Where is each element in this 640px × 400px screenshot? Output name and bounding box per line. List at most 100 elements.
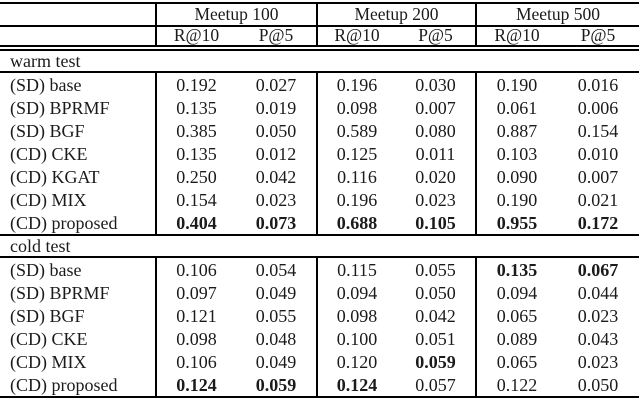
value-cell: 0.121 xyxy=(155,304,236,327)
value-cell: 0.097 xyxy=(155,281,236,304)
value-cell: 0.887 xyxy=(475,119,557,142)
value-cell: 0.016 xyxy=(577,74,619,95)
dataset-header-row: Meetup 100 Meetup 200 Meetup 500 xyxy=(0,3,639,27)
value-cell: 0.049 xyxy=(255,351,297,372)
value-cell: 0.404 xyxy=(155,211,236,236)
value-cell: 0.120 xyxy=(316,350,396,373)
row-label: (SD) BPRMF xyxy=(10,282,110,303)
table-row: (SD) base 0.192 0.027 0.196 0.030 0.190 … xyxy=(0,72,639,96)
value-cell: 0.098 xyxy=(316,96,396,119)
dataset-header-meetup-100: Meetup 100 xyxy=(155,3,317,27)
value-cell: 0.094 xyxy=(475,281,557,304)
table-row: (SD) BGF 0.121 0.055 0.098 0.042 0.065 0… xyxy=(0,304,639,327)
value-cell: 0.050 xyxy=(415,282,456,303)
value-cell: 0.007 xyxy=(415,97,456,118)
value-cell: 0.057 xyxy=(396,373,476,398)
value-cell: 0.043 xyxy=(577,328,619,349)
value-cell: 0.050 xyxy=(255,120,297,141)
value-cell: 0.065 xyxy=(475,350,557,373)
value-cell: 0.090 xyxy=(475,165,557,188)
value-cell: 0.023 xyxy=(577,305,619,326)
value-cell: 0.061 xyxy=(475,96,557,119)
section-row-cold-test: cold test xyxy=(0,234,639,258)
value-cell: 0.122 xyxy=(475,373,557,398)
value-cell: 0.385 xyxy=(155,119,236,142)
row-label: (CD) MIX xyxy=(10,189,87,210)
value-cell: 0.589 xyxy=(316,119,396,142)
value-cell: 0.172 xyxy=(557,211,639,236)
value-cell: 0.042 xyxy=(255,166,297,187)
row-label: (CD) CKE xyxy=(10,143,88,164)
value-cell: 0.103 xyxy=(475,142,557,165)
value-cell: 0.051 xyxy=(415,328,456,349)
row-label: (SD) BGF xyxy=(10,305,85,326)
value-cell: 0.021 xyxy=(577,189,619,210)
value-cell: 0.135 xyxy=(155,96,236,119)
value-cell: 0.010 xyxy=(577,143,619,164)
value-cell: 0.106 xyxy=(155,257,236,281)
table-row: (CD) proposed 0.404 0.073 0.688 0.105 0.… xyxy=(0,211,639,236)
table-row: (CD) KGAT 0.250 0.042 0.116 0.020 0.090 … xyxy=(0,165,639,188)
row-label: (CD) proposed xyxy=(0,211,156,236)
value-cell: 0.124 xyxy=(155,373,236,398)
value-cell: 0.190 xyxy=(475,188,557,211)
value-cell: 0.023 xyxy=(415,189,456,210)
value-cell: 0.116 xyxy=(316,165,396,188)
row-label: (CD) CKE xyxy=(10,328,88,349)
value-cell: 0.105 xyxy=(396,211,476,236)
metric-header: P@5 xyxy=(396,26,476,51)
table-row: (CD) CKE 0.098 0.048 0.100 0.051 0.089 0… xyxy=(0,327,639,350)
section-label: warm test xyxy=(0,47,639,73)
metric-header: P@5 xyxy=(236,26,317,51)
value-cell: 0.020 xyxy=(415,166,456,187)
row-label: (SD) BPRMF xyxy=(10,97,110,118)
value-cell: 0.050 xyxy=(557,373,639,398)
value-cell: 0.030 xyxy=(415,74,456,95)
section-row-warm-test: warm test xyxy=(0,47,639,73)
table-row: (SD) base 0.106 0.054 0.115 0.055 0.135 … xyxy=(0,257,639,281)
metric-header: P@5 xyxy=(557,26,639,51)
table-row: (SD) BPRMF 0.135 0.019 0.098 0.007 0.061… xyxy=(0,96,639,119)
value-cell: 0.196 xyxy=(316,188,396,211)
value-cell: 0.065 xyxy=(475,304,557,327)
dataset-header-meetup-500: Meetup 500 xyxy=(475,3,639,27)
value-cell: 0.044 xyxy=(577,282,619,303)
value-cell: 0.688 xyxy=(316,211,396,236)
value-cell: 0.049 xyxy=(255,282,297,303)
row-label: (SD) base xyxy=(10,259,82,280)
value-cell: 0.154 xyxy=(577,120,619,141)
value-cell: 0.055 xyxy=(255,305,297,326)
value-cell: 0.089 xyxy=(475,327,557,350)
row-label: (CD) KGAT xyxy=(10,166,100,187)
value-cell: 0.098 xyxy=(155,327,236,350)
metric-header: R@10 xyxy=(316,26,396,51)
section-label: cold test xyxy=(0,234,639,258)
value-cell: 0.027 xyxy=(255,74,297,95)
table-row: (CD) proposed 0.124 0.059 0.124 0.057 0.… xyxy=(0,373,639,398)
table-row: (SD) BPRMF 0.097 0.049 0.094 0.050 0.094… xyxy=(0,281,639,304)
row-label: (CD) proposed xyxy=(0,373,156,398)
table-row: (CD) MIX 0.154 0.023 0.196 0.023 0.190 0… xyxy=(0,188,639,211)
value-cell: 0.067 xyxy=(577,259,619,280)
value-cell: 0.955 xyxy=(475,211,557,236)
value-cell: 0.196 xyxy=(316,72,396,96)
value-cell: 0.135 xyxy=(155,142,236,165)
value-cell: 0.059 xyxy=(415,351,456,372)
value-cell: 0.100 xyxy=(316,327,396,350)
metric-header: R@10 xyxy=(475,26,557,51)
row-label: (SD) BGF xyxy=(10,120,85,141)
table-row: (CD) MIX 0.106 0.049 0.120 0.059 0.065 0… xyxy=(0,350,639,373)
value-cell: 0.019 xyxy=(255,97,297,118)
dataset-header-meetup-200: Meetup 200 xyxy=(316,3,476,27)
value-cell: 0.080 xyxy=(415,120,456,141)
row-label: (SD) base xyxy=(10,74,82,95)
value-cell: 0.055 xyxy=(415,259,456,280)
value-cell: 0.059 xyxy=(236,373,317,398)
metric-header-row: R@10 P@5 R@10 P@5 R@10 P@5 xyxy=(0,26,639,51)
value-cell: 0.098 xyxy=(316,304,396,327)
value-cell: 0.054 xyxy=(255,259,297,280)
table-row: (CD) CKE 0.135 0.012 0.125 0.011 0.103 0… xyxy=(0,142,639,165)
row-label: (CD) MIX xyxy=(10,351,87,372)
value-cell: 0.192 xyxy=(155,72,236,96)
